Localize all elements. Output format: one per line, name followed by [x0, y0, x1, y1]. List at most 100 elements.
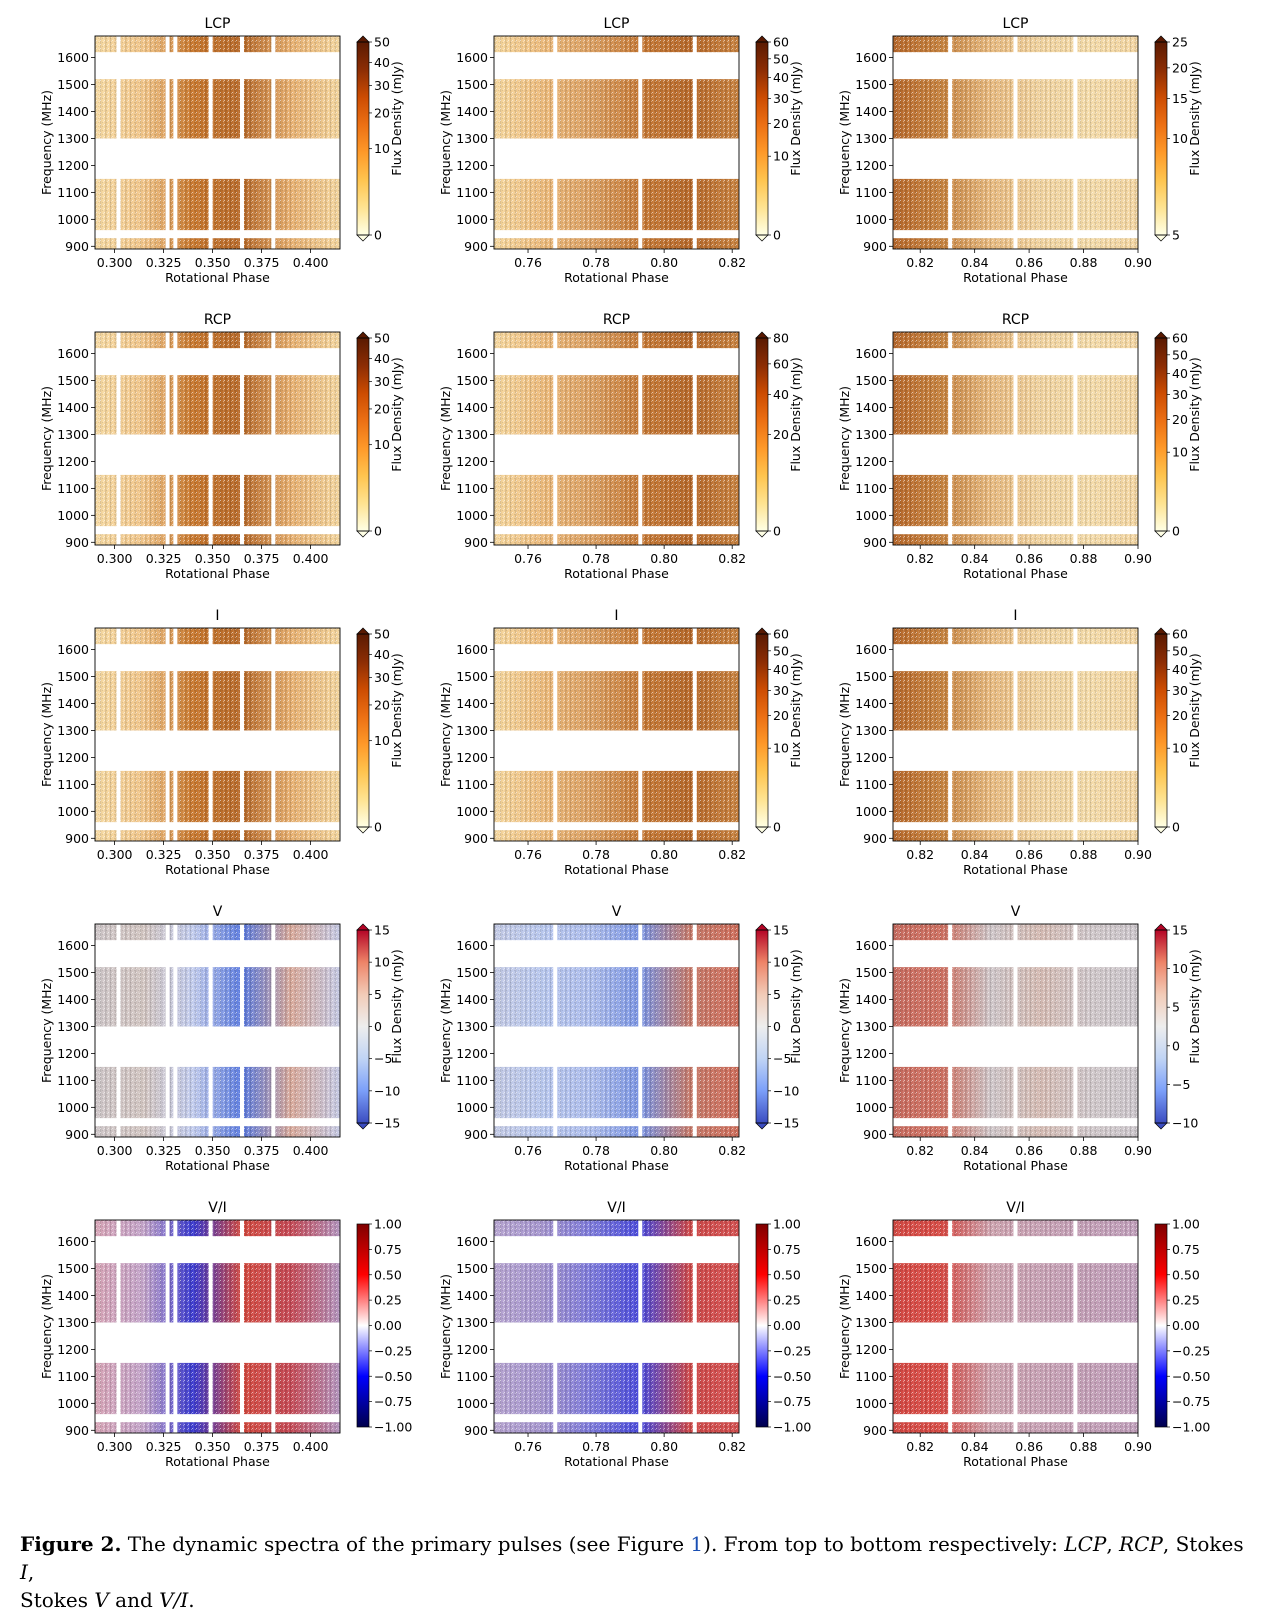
- masked-band: [494, 1118, 739, 1127]
- y-tick-label: 1500: [456, 373, 488, 388]
- y-tick-label: 1600: [57, 642, 89, 657]
- colorbar-tick-label: 40: [773, 662, 789, 677]
- masked-band: [494, 52, 739, 80]
- y-tick-label: 1000: [855, 508, 887, 523]
- colorbar-tick-label: 0.50: [374, 1267, 402, 1282]
- x-tick-label: 0.82: [906, 1439, 934, 1454]
- colorbar-tick-label: −0.75: [374, 1394, 412, 1409]
- phase-gap: [948, 628, 953, 841]
- colorbar-tick-label: 1.00: [1172, 1217, 1200, 1232]
- x-tick-label: 0.80: [650, 847, 678, 862]
- y-axis-label: Frequency (MHz): [39, 1274, 54, 1379]
- subplot-lcp-2: LCP 900 1000 1100 1200 1300 1400 1500 1600 0.76 0.…: [438, 16, 803, 285]
- y-axis-label: Frequency (MHz): [39, 90, 54, 195]
- colorbar-label: Flux Density (mJy): [1187, 357, 1202, 471]
- colorbar-tick-label: 5: [374, 987, 382, 1002]
- heatmap: [893, 332, 1138, 545]
- colorbar-gradient: [357, 930, 369, 1123]
- phase-gap: [1013, 628, 1018, 841]
- x-tick-label: 0.88: [1070, 1143, 1098, 1158]
- y-tick-label: 1300: [855, 427, 887, 442]
- colorbar-tick-label: 0.75: [374, 1242, 402, 1257]
- subplot-rcp-1: RCP 900 1000 1100 1200 1300 1400 1500 1600 0.300 0…: [39, 312, 404, 581]
- y-tick-label: 900: [863, 239, 887, 254]
- phase-gap: [638, 1220, 643, 1433]
- phase-gap: [165, 924, 170, 1137]
- x-axis-label: Rotational Phase: [165, 862, 270, 877]
- subplot-rcp-2: RCP 900 1000 1100 1200 1300 1400 1500 1600 0.76 0.…: [438, 312, 803, 581]
- y-tick-label: 1300: [855, 1315, 887, 1330]
- x-tick-label: 0.80: [650, 255, 678, 270]
- y-tick-label: 1100: [855, 481, 887, 496]
- subplot-title: RCP: [1002, 312, 1029, 328]
- colorbar-tick-label: 0.50: [1172, 1267, 1200, 1282]
- phase-gap: [271, 332, 276, 545]
- colorbar-tick-label: 0.75: [773, 1242, 801, 1257]
- y-tick-label: 1400: [456, 992, 488, 1007]
- y-tick-label: 1300: [855, 131, 887, 146]
- y-tick-label: 1600: [57, 938, 89, 953]
- masked-band: [494, 940, 739, 968]
- colorbar-gradient: [357, 1224, 369, 1427]
- y-tick-label: 1500: [855, 77, 887, 92]
- colorbar-tick-label: 0: [374, 1019, 382, 1034]
- colorbar-tick-label: 40: [1172, 662, 1188, 677]
- x-axis-label: Rotational Phase: [963, 1158, 1068, 1173]
- colorbar: 5 10 15 20 25 Flux Density (mJy): [1154, 35, 1202, 243]
- phase-gap: [1073, 36, 1078, 249]
- colorbar-tick-label: 40: [374, 647, 390, 662]
- colorbar-tick-label: 0: [773, 1019, 781, 1034]
- y-axis-label: Frequency (MHz): [438, 90, 453, 195]
- colorbar-gradient: [1155, 338, 1167, 531]
- x-axis-label: Rotational Phase: [963, 566, 1068, 581]
- colorbar-tick-label: 30: [773, 683, 789, 698]
- plot-frame: [892, 1219, 1139, 1434]
- x-tick-label: 0.86: [1015, 1439, 1043, 1454]
- figure-caption: Figure 2. The dynamic spectra of the pri…: [20, 1530, 1258, 1614]
- heatmap: [893, 36, 1138, 249]
- masked-band: [494, 526, 739, 535]
- x-axis-label: Rotational Phase: [963, 270, 1068, 285]
- x-tick-label: 0.90: [1124, 255, 1152, 270]
- colorbar-tick-label: 0: [773, 228, 781, 243]
- caption-sep: .: [188, 1588, 195, 1612]
- colorbar-tick-label: 10: [773, 741, 789, 756]
- colorbar-tick-label: 10: [1172, 961, 1188, 976]
- colorbar-label: Flux Density (mJy): [788, 61, 803, 175]
- caption-text: Stokes: [20, 1588, 88, 1612]
- colorbar-tick-label: 50: [1172, 347, 1188, 362]
- x-tick-label: 0.76: [514, 255, 542, 270]
- colorbar-gradient: [756, 634, 768, 827]
- colorbar-tick-label: −0.75: [773, 1394, 811, 1409]
- y-tick-label: 1400: [57, 400, 89, 415]
- colorbar-tick-label: −10: [1172, 1116, 1198, 1131]
- phase-gap: [173, 1220, 178, 1433]
- colorbar-extend-max: [356, 627, 370, 635]
- y-tick-label: 1100: [57, 777, 89, 792]
- colorbar-extend-min: [755, 826, 769, 834]
- colorbar-frame: [755, 41, 769, 236]
- x-tick-label: 0.350: [195, 255, 231, 270]
- x-tick-label: 0.375: [244, 1143, 280, 1158]
- subplot-title: LCP: [1002, 16, 1028, 32]
- y-tick-label: 1600: [456, 938, 488, 953]
- colorbar-tick-label: 30: [374, 78, 390, 93]
- colorbar-tick-label: −0.75: [1172, 1394, 1210, 1409]
- x-tick-label: 0.80: [650, 1439, 678, 1454]
- subplot-lcp-1: LCP 900 1000 1100 1200 1300 1400 1500 1600 0.300 0…: [39, 16, 404, 285]
- colorbar-tick-label: 60: [1172, 627, 1188, 642]
- colorbar-tick-label: 15: [374, 923, 390, 938]
- plot-frame: [892, 923, 1139, 1138]
- y-tick-label: 1000: [855, 804, 887, 819]
- figure-ref-link[interactable]: 1: [690, 1532, 704, 1556]
- y-axis-label: Frequency (MHz): [837, 1274, 852, 1379]
- colorbar-tick-label: 0: [1172, 820, 1180, 835]
- x-tick-label: 0.82: [906, 1143, 934, 1158]
- y-tick-label: 1300: [456, 427, 488, 442]
- masked-band: [95, 1322, 340, 1363]
- colorbar-tick-label: 5: [773, 987, 781, 1002]
- colorbar-extend-min: [356, 234, 370, 242]
- colorbar-tick-label: 60: [773, 35, 789, 50]
